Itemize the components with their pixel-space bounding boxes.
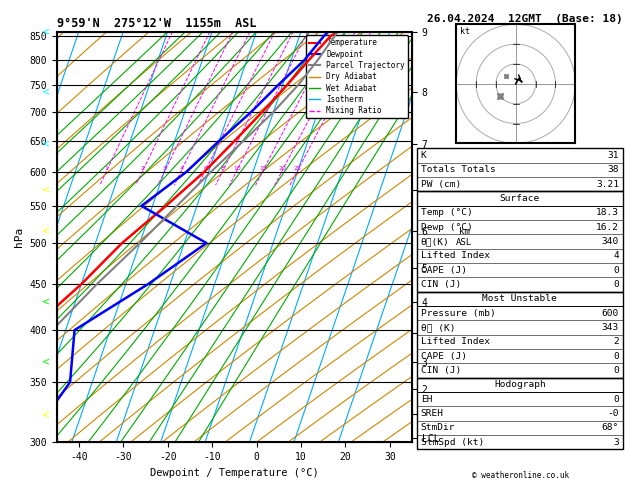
Text: kt: kt: [460, 27, 470, 36]
Text: EH: EH: [421, 395, 432, 404]
Text: 3.21: 3.21: [596, 179, 619, 189]
Text: 38: 38: [608, 165, 619, 174]
Text: <: <: [42, 357, 50, 367]
Text: 26.04.2024  12GMT  (Base: 18): 26.04.2024 12GMT (Base: 18): [427, 14, 623, 24]
Text: 2: 2: [613, 337, 619, 347]
Text: Dewp (°C): Dewp (°C): [421, 223, 472, 232]
Text: 3: 3: [163, 166, 167, 171]
Text: StmDir: StmDir: [421, 423, 455, 433]
Text: 0: 0: [613, 280, 619, 289]
Text: 16.2: 16.2: [596, 223, 619, 232]
Text: 0: 0: [613, 395, 619, 404]
Text: θᴇ(K): θᴇ(K): [421, 237, 450, 246]
Text: <: <: [42, 27, 50, 36]
Text: 31: 31: [608, 151, 619, 160]
Text: Surface: Surface: [500, 194, 540, 203]
Text: 1: 1: [105, 166, 109, 171]
Text: StmSpd (kt): StmSpd (kt): [421, 437, 484, 447]
Text: 8: 8: [221, 166, 225, 171]
Text: 15: 15: [259, 166, 267, 171]
Text: <: <: [42, 139, 50, 149]
Legend: Temperature, Dewpoint, Parcel Trajectory, Dry Adiabat, Wet Adiabat, Isotherm, Mi: Temperature, Dewpoint, Parcel Trajectory…: [306, 35, 408, 118]
Text: -0: -0: [608, 409, 619, 418]
Text: Temp (°C): Temp (°C): [421, 208, 472, 217]
Text: 0: 0: [613, 265, 619, 275]
Text: SREH: SREH: [421, 409, 444, 418]
Text: CAPE (J): CAPE (J): [421, 265, 467, 275]
Text: Lifted Index: Lifted Index: [421, 337, 490, 347]
Text: 343: 343: [602, 323, 619, 332]
Text: 20: 20: [278, 166, 286, 171]
Text: Most Unstable: Most Unstable: [482, 294, 557, 303]
Text: <: <: [42, 297, 50, 307]
Text: © weatheronline.co.uk: © weatheronline.co.uk: [472, 471, 569, 480]
Text: K: K: [421, 151, 426, 160]
Text: Totals Totals: Totals Totals: [421, 165, 496, 174]
Text: PW (cm): PW (cm): [421, 179, 461, 189]
Text: 4: 4: [179, 166, 184, 171]
Text: Pressure (mb): Pressure (mb): [421, 309, 496, 318]
Text: θᴇ (K): θᴇ (K): [421, 323, 455, 332]
Y-axis label: km
ASL: km ASL: [456, 227, 472, 246]
Text: 2: 2: [141, 166, 145, 171]
Text: CIN (J): CIN (J): [421, 280, 461, 289]
Text: 68°: 68°: [602, 423, 619, 433]
Text: 18.3: 18.3: [596, 208, 619, 217]
Text: <: <: [42, 87, 50, 97]
Text: <: <: [42, 409, 50, 419]
Text: 600: 600: [602, 309, 619, 318]
Text: 10: 10: [233, 166, 241, 171]
Text: CIN (J): CIN (J): [421, 366, 461, 375]
Text: Hodograph: Hodograph: [494, 380, 546, 389]
X-axis label: Dewpoint / Temperature (°C): Dewpoint / Temperature (°C): [150, 468, 319, 478]
Text: <: <: [42, 226, 50, 236]
Text: CAPE (J): CAPE (J): [421, 351, 467, 361]
Text: <: <: [42, 185, 50, 195]
Text: Lifted Index: Lifted Index: [421, 251, 490, 260]
Text: 0: 0: [613, 366, 619, 375]
Text: 25: 25: [294, 166, 301, 171]
Text: 0: 0: [613, 351, 619, 361]
Text: 340: 340: [602, 237, 619, 246]
Text: 3: 3: [613, 437, 619, 447]
Text: 4: 4: [613, 251, 619, 260]
Text: 6: 6: [203, 166, 207, 171]
Text: 9°59'N  275°12'W  1155m  ASL: 9°59'N 275°12'W 1155m ASL: [57, 17, 256, 31]
Y-axis label: hPa: hPa: [14, 227, 24, 247]
